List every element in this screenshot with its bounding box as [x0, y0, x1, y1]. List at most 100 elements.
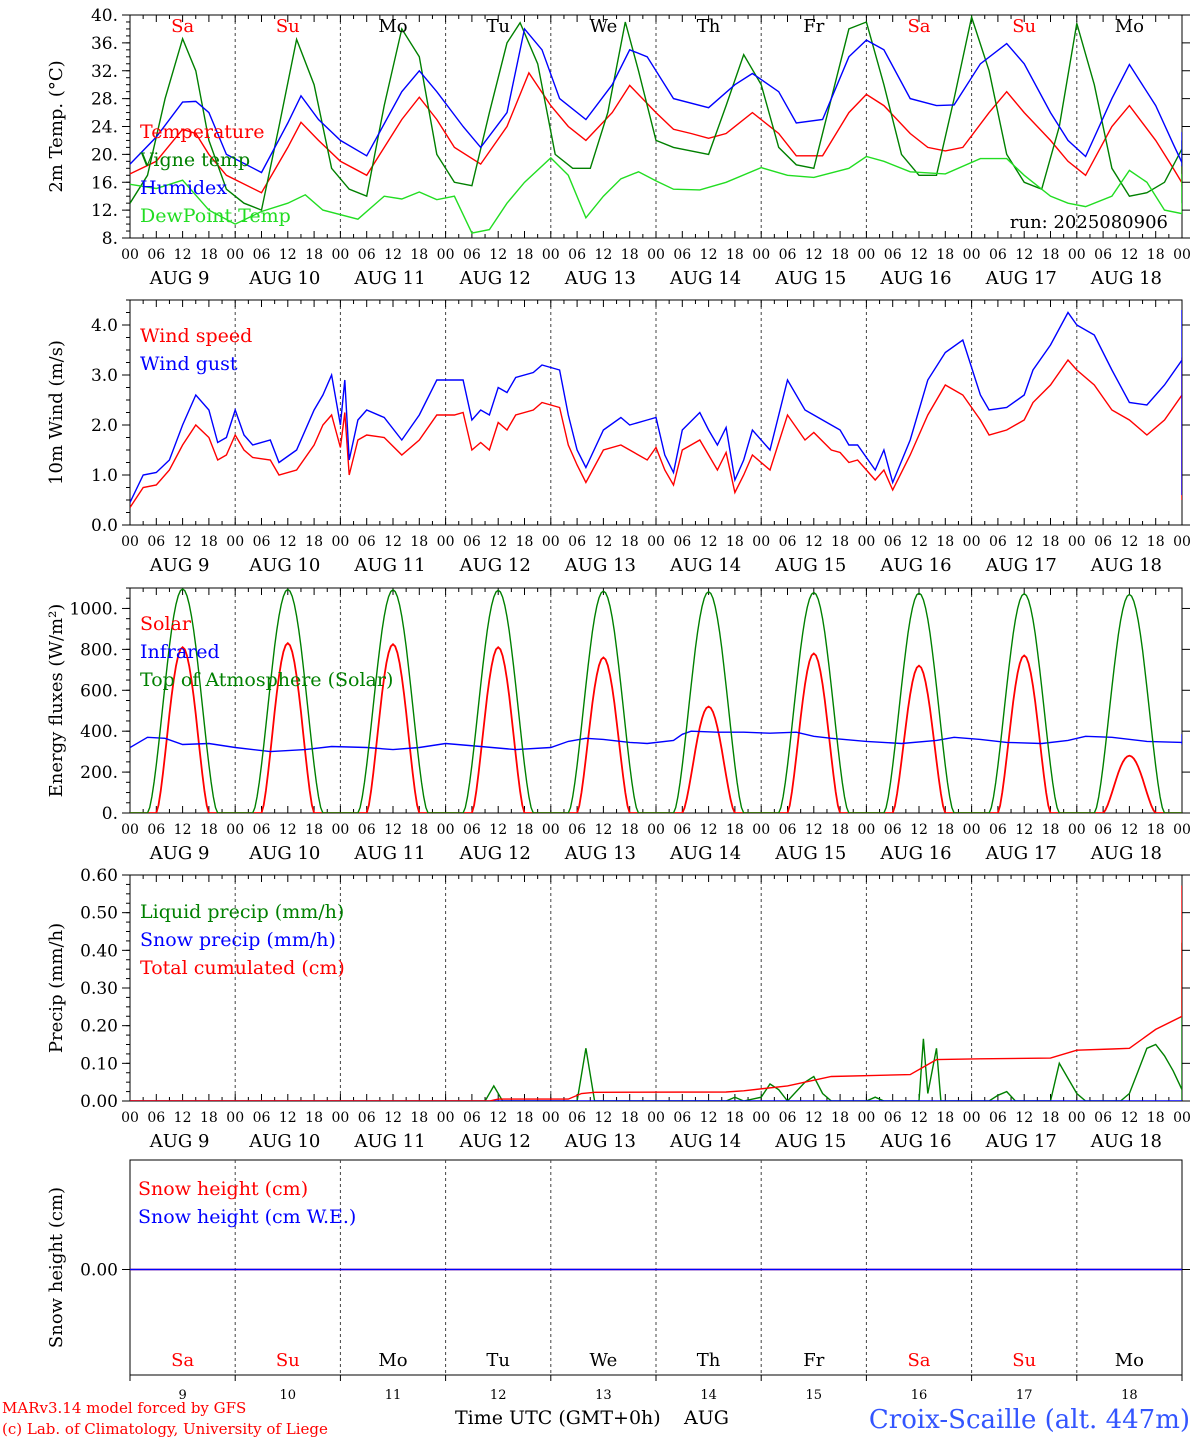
hour-tick-label: 18 [200, 1110, 218, 1126]
hour-tick-label: 18 [726, 822, 744, 838]
day-number-label: 17 [1016, 1388, 1033, 1403]
hour-tick-label: 00 [331, 1110, 349, 1126]
hour-tick-label: 00 [542, 822, 560, 838]
hour-tick-label: 00 [1173, 247, 1191, 263]
hour-tick-label: 12 [700, 822, 718, 838]
hour-tick-label: 18 [305, 1110, 323, 1126]
hour-tick-label: 12 [700, 1110, 718, 1126]
hour-tick-label: 00 [752, 247, 770, 263]
hour-tick-label: 00 [331, 822, 349, 838]
series-line-top-of-atmosphere-solar- [130, 588, 1182, 813]
credit-line-1: MARv3.14 model forced by GFS [2, 1399, 246, 1417]
series-line-infrared [130, 730, 1182, 753]
legend-entry: Liquid precip (mm/h) [140, 901, 344, 923]
y-axis-label: Energy fluxes (W/m²) [46, 604, 67, 798]
y-tick-label: 28. [91, 90, 118, 110]
hour-tick-label: 12 [910, 1110, 928, 1126]
hour-tick-label: 18 [831, 534, 849, 550]
hour-tick-label: 00 [121, 534, 139, 550]
legend-entry: Snow precip (mm/h) [140, 929, 336, 951]
hour-tick-label: 18 [1147, 534, 1165, 550]
hour-tick-label: 18 [516, 1110, 534, 1126]
series-line-wind-gust [130, 310, 1182, 503]
hour-tick-label: 18 [305, 534, 323, 550]
date-label: AUG 18 [1090, 843, 1162, 864]
date-label: AUG 11 [353, 1131, 425, 1152]
date-label: AUG 14 [669, 268, 741, 289]
panel-2 [122, 299, 1190, 526]
hour-tick-label: 00 [1068, 822, 1086, 838]
date-label: AUG 14 [669, 843, 741, 864]
date-label: AUG 12 [459, 843, 531, 864]
date-label: AUG 13 [564, 1131, 636, 1152]
series-line-temperature [130, 71, 1182, 194]
date-label: AUG 16 [879, 268, 951, 289]
y-tick-label: 16. [91, 173, 118, 193]
hour-tick-label: 06 [253, 247, 271, 263]
y-tick-label: 0.40 [80, 941, 118, 961]
hour-tick-label: 18 [936, 247, 954, 263]
series-line-liquid-precip-mm-h- [130, 942, 1182, 1101]
y-axis-label: 10m Wind (m/s) [46, 340, 67, 485]
hour-tick-label: 00 [437, 1110, 455, 1126]
hour-tick-label: 12 [384, 247, 402, 263]
y-tick-label: 0.10 [80, 1054, 118, 1074]
hour-tick-label: 18 [831, 1110, 849, 1126]
y-tick-label: 0.0 [91, 516, 118, 536]
x-axis-title: Time UTC (GMT+0h) [455, 1407, 661, 1429]
hour-tick-label: 06 [147, 1110, 165, 1126]
y-tick-label: 800. [80, 640, 118, 660]
hour-tick-label: 00 [437, 822, 455, 838]
day-of-week-label: Fr [803, 16, 824, 37]
day-number-label: 18 [1121, 1388, 1138, 1403]
hour-tick-label: 00 [542, 534, 560, 550]
date-label: AUG 17 [985, 843, 1057, 864]
hour-tick-label: 06 [989, 1110, 1007, 1126]
date-label: AUG 15 [774, 1131, 846, 1152]
hour-tick-label: 12 [174, 534, 192, 550]
hour-tick-label: 06 [568, 534, 586, 550]
series-group [130, 15, 1182, 234]
hour-tick-label: 06 [779, 822, 797, 838]
hour-tick-label: 00 [752, 534, 770, 550]
day-of-week-label: Mo [1115, 16, 1144, 37]
day-of-week-label: Sa [907, 16, 930, 37]
hour-tick-label: 18 [621, 534, 639, 550]
hour-tick-label: 06 [1094, 822, 1112, 838]
hour-tick-label: 00 [647, 1110, 665, 1126]
hour-tick-label: 18 [831, 247, 849, 263]
hour-tick-label: 00 [226, 822, 244, 838]
date-label: AUG 18 [1090, 555, 1162, 576]
hour-tick-label: 00 [121, 1110, 139, 1126]
hour-tick-label: 18 [516, 247, 534, 263]
y-tick-label: 1000. [69, 599, 118, 619]
day-of-week-label: Su [276, 16, 300, 37]
series-group [130, 588, 1182, 813]
hour-tick-label: 12 [1120, 1110, 1138, 1126]
hour-tick-label: 18 [305, 247, 323, 263]
day-of-week-label: Tu [486, 1350, 510, 1371]
hour-tick-label: 06 [884, 534, 902, 550]
date-label: AUG 11 [353, 555, 425, 576]
hour-tick-label: 18 [621, 247, 639, 263]
day-of-week-label: Sa [907, 1350, 930, 1371]
hour-tick-label: 06 [358, 822, 376, 838]
day-of-week-label: Su [276, 1350, 300, 1371]
legend-entry: Snow height (cm) [138, 1178, 308, 1200]
date-label: AUG 17 [985, 1131, 1057, 1152]
y-tick-label: 8. [102, 229, 118, 249]
day-number-label: 11 [385, 1388, 402, 1403]
series-line-humidex [130, 27, 1182, 174]
hour-tick-label: 18 [1042, 822, 1060, 838]
hour-tick-label: 06 [568, 1110, 586, 1126]
hour-tick-label: 18 [410, 1110, 428, 1126]
series-line-solar [130, 641, 1182, 813]
y-tick-label: 24. [91, 118, 118, 138]
y-tick-label: 0.30 [80, 979, 118, 999]
date-label: AUG 12 [459, 555, 531, 576]
day-of-week-label: Su [1012, 1350, 1036, 1371]
y-tick-label: 4.0 [91, 316, 118, 336]
hour-tick-label: 12 [489, 1110, 507, 1126]
hour-tick-label: 00 [857, 247, 875, 263]
